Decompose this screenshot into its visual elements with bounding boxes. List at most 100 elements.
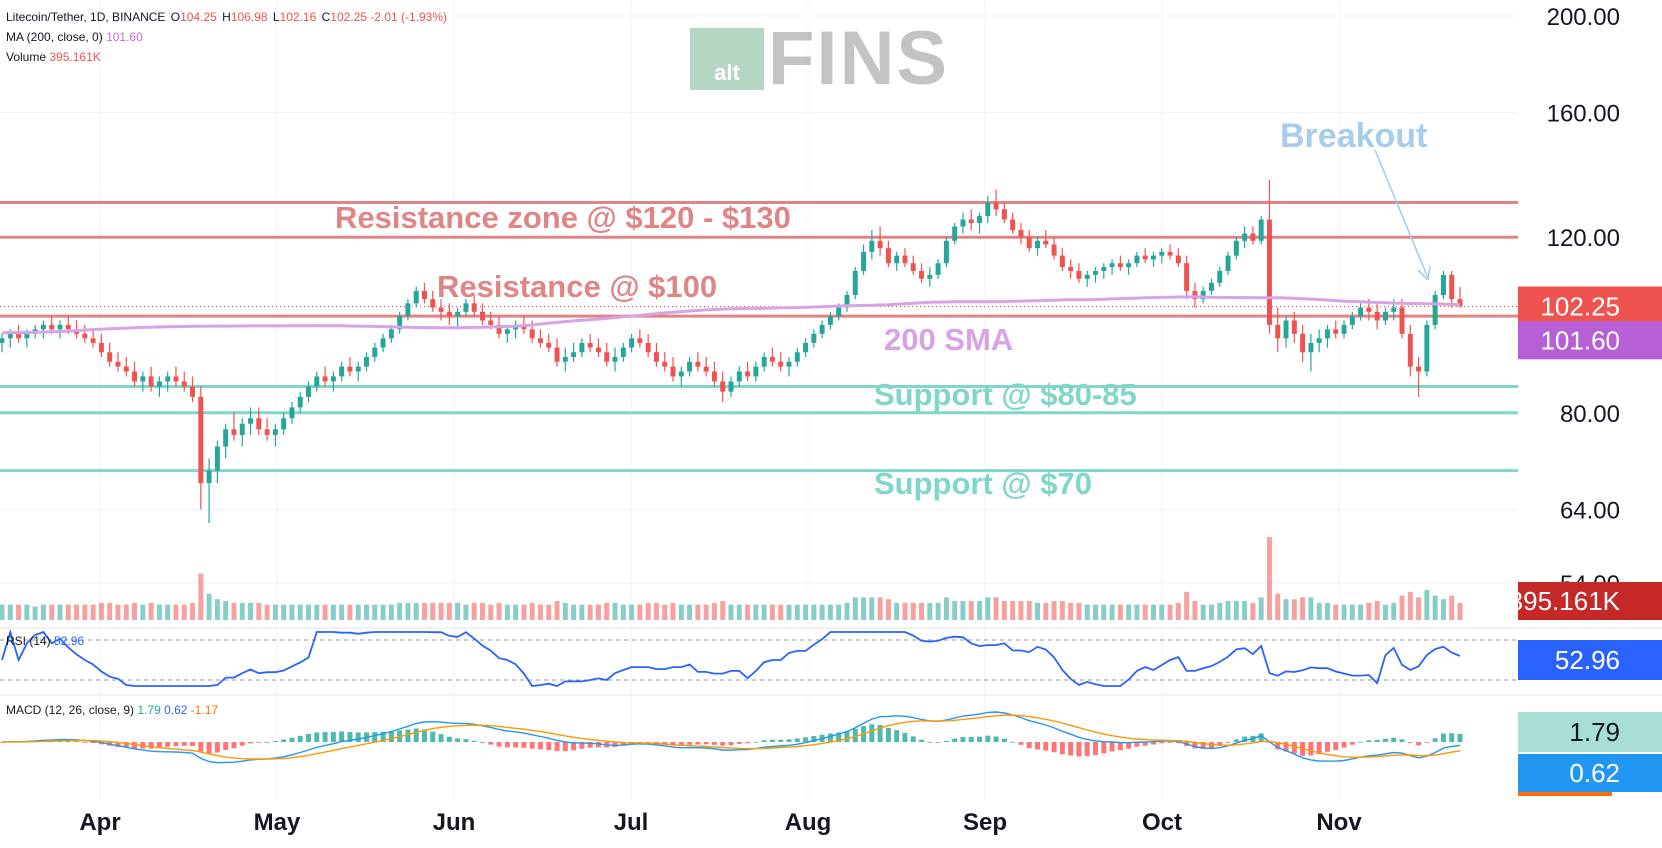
candle-body	[1068, 267, 1074, 271]
candle-body	[289, 407, 295, 419]
macd-signal-badge-edge	[1518, 792, 1612, 796]
altfins-watermark-logo: alt FINS	[690, 21, 949, 97]
volume-bar	[1068, 602, 1074, 620]
candle-body	[612, 356, 618, 362]
candle-body	[422, 290, 427, 300]
volume-bar	[529, 602, 535, 620]
breakout-arrow-head	[1417, 265, 1431, 281]
macd-histogram-bar	[521, 742, 527, 748]
candle-body	[281, 418, 287, 430]
breakout-label: Breakout	[1280, 117, 1427, 155]
volume-bar	[687, 604, 693, 620]
volume-bar	[322, 604, 328, 620]
macd-histogram-bar	[869, 724, 875, 742]
volume-bar	[1200, 604, 1206, 620]
candle-body	[1084, 274, 1090, 279]
candle-body	[885, 248, 891, 264]
candle-body	[330, 376, 336, 382]
macd-histogram-bar	[156, 742, 162, 749]
volume-bar	[612, 602, 618, 620]
macd-histogram-bar	[1126, 742, 1132, 749]
volume-bar	[711, 602, 717, 620]
macd-histogram-bar	[339, 731, 345, 742]
volume-bar	[546, 604, 552, 620]
time-tick-label: Jun	[433, 809, 476, 836]
macd-histogram-bar	[670, 742, 676, 746]
volume-bar	[1159, 604, 1165, 620]
candle-body	[703, 366, 709, 372]
candle-body	[910, 263, 916, 271]
volume-bar	[239, 602, 245, 620]
candle-body	[952, 226, 958, 241]
header-ma: MA (200, close, 0) 101.60	[6, 30, 143, 44]
candle-body	[132, 371, 138, 382]
macd-histogram-bar	[446, 736, 452, 742]
macd-histogram-bar	[1416, 742, 1422, 746]
macd-histogram-bar	[662, 742, 668, 745]
macd-histogram-bar	[935, 742, 941, 743]
macd-histogram-bar	[620, 742, 626, 746]
candle-body	[595, 347, 601, 353]
volume-bar	[173, 604, 179, 620]
candle-body	[90, 338, 96, 343]
candle-body	[256, 418, 262, 430]
volume-bar	[562, 602, 568, 620]
candle-body	[364, 356, 369, 367]
macd-histogram-bar	[894, 730, 900, 742]
volume-bar	[1416, 597, 1422, 620]
candle-body	[405, 303, 411, 317]
macd-histogram-bar	[1134, 742, 1140, 747]
candle-body	[1382, 311, 1388, 321]
volume-bar	[919, 602, 925, 620]
macd-histogram-bar	[90, 742, 96, 744]
macd-histogram-bar	[844, 731, 850, 742]
candle-body	[181, 381, 187, 387]
macd-histogram-bar	[720, 742, 726, 746]
macd-histogram-bar	[736, 742, 742, 744]
candle-body	[16, 333, 22, 339]
volume-bar	[1035, 602, 1040, 620]
candle-body	[198, 396, 204, 484]
volume-bar	[49, 604, 55, 620]
candle-body	[140, 376, 146, 382]
candle-body	[496, 324, 502, 334]
candle-body	[620, 347, 626, 357]
volume-bar	[1266, 537, 1272, 620]
macd-histogram-bar	[537, 742, 543, 750]
macd-histogram-bar	[836, 732, 842, 742]
volume-bar	[7, 604, 13, 620]
volume-bar	[380, 604, 386, 620]
candle-body	[0, 338, 5, 343]
candle-body	[869, 240, 875, 252]
candle-body	[1457, 299, 1463, 307]
candle-body	[98, 342, 104, 353]
macd-histogram-bar	[413, 728, 419, 742]
macd-histogram-bar	[711, 742, 717, 745]
macd-histogram-bar	[496, 742, 502, 747]
macd-histogram-bar	[1358, 741, 1364, 743]
macd-histogram-bar	[778, 739, 784, 742]
price-tick-label: 200.00	[1547, 4, 1620, 31]
candle-body	[264, 429, 270, 435]
candle-body	[1424, 324, 1430, 372]
volume-bar	[82, 604, 88, 620]
volume-bar	[372, 604, 378, 620]
volume-bar	[1217, 602, 1223, 620]
volume-bar	[24, 604, 30, 620]
macd-histogram-bar	[943, 740, 949, 742]
macd-histogram-bar	[388, 731, 394, 742]
candle-body	[1266, 219, 1272, 325]
candle-body	[1449, 274, 1455, 300]
candle-body	[894, 255, 900, 264]
candle-body	[1233, 240, 1239, 256]
volume-bar	[1300, 597, 1306, 620]
volume-bar	[1059, 601, 1065, 620]
candle-body	[943, 240, 949, 264]
volume-bar	[264, 604, 270, 620]
macd-histogram-bar	[678, 742, 684, 746]
macd-histogram-bar	[811, 735, 817, 742]
volume-bar	[281, 604, 287, 620]
volume-bar	[496, 602, 502, 620]
volume-bar	[181, 604, 187, 620]
